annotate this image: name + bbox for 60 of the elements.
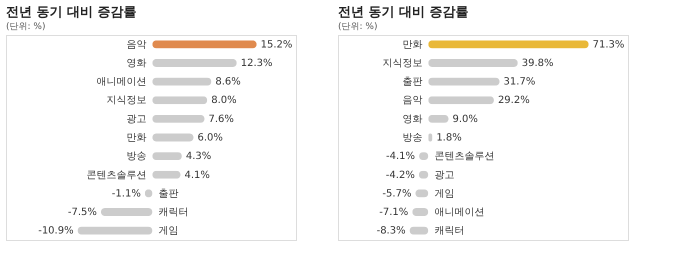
y-tick-label: 지식정보 xyxy=(106,95,146,106)
y-tick-label: 영화 xyxy=(126,58,146,69)
y-tick-label: 광고 xyxy=(434,170,454,181)
y-tick-label: 콘텐츠솔루션 xyxy=(434,151,494,162)
bar xyxy=(428,96,494,104)
data-label: -8.3% xyxy=(376,226,406,237)
chart-title: 전년 동기 대비 증감률 xyxy=(338,5,469,20)
data-label: -7.5% xyxy=(68,207,97,218)
data-label: 8.6% xyxy=(215,76,241,88)
y-tick-label: 영화 xyxy=(402,114,422,125)
bar xyxy=(152,96,208,104)
bar xyxy=(78,226,152,235)
y-tick-label: 게임 xyxy=(434,188,454,200)
y-tick-label: 만화 xyxy=(402,39,422,50)
data-label: 31.7% xyxy=(504,76,536,88)
data-label: 4.1% xyxy=(184,170,210,181)
data-label: 4.3% xyxy=(186,151,212,162)
bar xyxy=(152,114,204,123)
data-label: 12.3% xyxy=(240,58,273,69)
data-label: 8.0% xyxy=(211,95,237,106)
y-tick-label: 방송 xyxy=(126,151,146,162)
chart-subtitle: (단위: %) xyxy=(6,22,46,32)
bar xyxy=(100,208,152,216)
data-label: -7.1% xyxy=(379,207,408,218)
bar xyxy=(152,134,194,142)
bar xyxy=(428,78,500,86)
data-label: 29.2% xyxy=(498,95,530,106)
data-label: -4.1% xyxy=(386,151,416,162)
bar xyxy=(428,40,589,48)
y-tick-label: 지식정보 xyxy=(382,58,422,69)
y-tick-label: 출판 xyxy=(158,188,178,200)
data-label: -4.2% xyxy=(386,170,415,181)
y-tick-label: 애니메이션 xyxy=(96,76,146,88)
y-tick-label: 캐릭터 xyxy=(158,207,188,218)
data-label: -5.7% xyxy=(382,188,412,200)
data-label: 39.8% xyxy=(522,58,554,69)
bar xyxy=(428,58,518,67)
data-label: 15.2% xyxy=(260,39,292,50)
data-label: 1.8% xyxy=(436,132,462,144)
bar xyxy=(152,78,212,86)
y-tick-label: 음악 xyxy=(126,39,146,50)
y-tick-label: 게임 xyxy=(158,226,178,237)
data-label: 6.0% xyxy=(198,132,223,144)
data-label: -10.9% xyxy=(38,226,74,237)
bar xyxy=(152,58,237,67)
y-tick-label: 광고 xyxy=(126,114,146,125)
y-tick-label: 캐릭터 xyxy=(434,226,464,237)
data-label: 7.6% xyxy=(208,114,234,125)
chart-subtitle: (단위: %) xyxy=(338,22,378,32)
y-tick-label: 만화 xyxy=(126,132,146,144)
y-tick-label: 방송 xyxy=(402,132,422,144)
y-tick-label: 콘텐츠솔루션 xyxy=(86,170,146,181)
y-tick-label: 애니메이션 xyxy=(434,207,484,218)
chart-title: 전년 동기 대비 증감률 xyxy=(6,5,137,20)
y-tick-label: 음악 xyxy=(402,95,422,106)
y-tick-label: 출판 xyxy=(402,76,422,88)
data-label: 9.0% xyxy=(452,114,478,125)
bar xyxy=(152,40,257,48)
data-label: -1.1% xyxy=(112,188,141,200)
data-label: 71.3% xyxy=(592,39,624,50)
